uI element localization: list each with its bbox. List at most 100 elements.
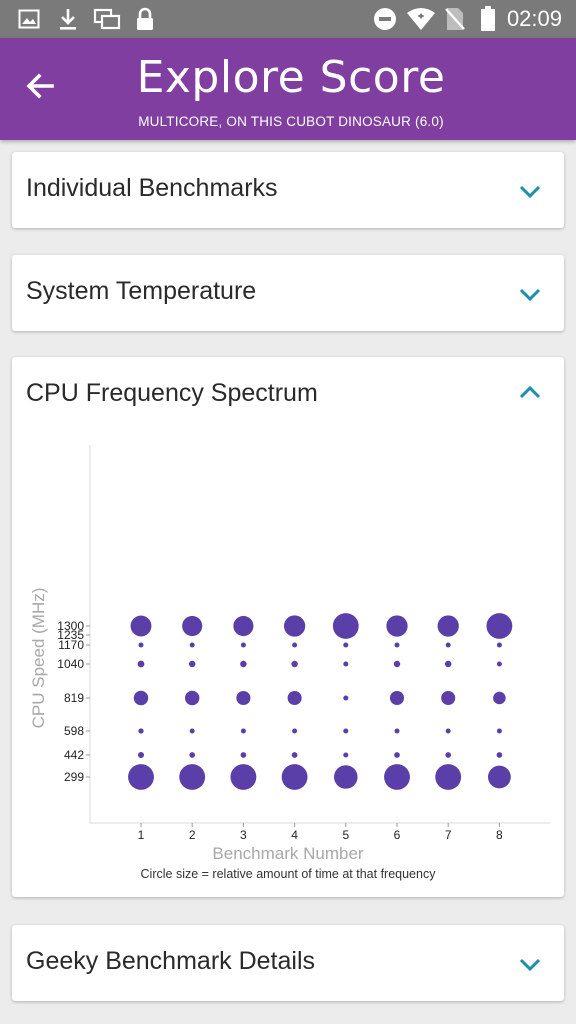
data-point (188, 660, 196, 668)
data-point (182, 615, 203, 637)
data-point (435, 764, 462, 790)
x-axis-label: Benchmark Number (212, 844, 364, 863)
chevron-up-icon (519, 385, 541, 399)
y-tick-label: 1235 (57, 628, 84, 642)
data-point (133, 690, 149, 706)
data-point (287, 690, 302, 706)
data-point (240, 728, 246, 734)
data-point (292, 728, 298, 734)
data-point (445, 728, 451, 734)
page-subtitle: MULTICORE, ON THIS CUBOT DINOSAUR (6.0) (138, 114, 444, 129)
section-header-cpu-frequency-spectrum[interactable]: CPU Frequency Spectrum (12, 357, 564, 433)
section-title: CPU Frequency Spectrum (26, 379, 318, 407)
data-point (393, 660, 401, 668)
x-tick-label: 5 (342, 828, 349, 842)
data-point (343, 752, 349, 758)
data-point (343, 728, 349, 734)
data-point (281, 764, 308, 790)
image-icon (14, 0, 44, 38)
data-point (334, 765, 358, 789)
status-bar: 02:09 (0, 0, 576, 38)
data-point (496, 661, 502, 667)
data-point (189, 728, 195, 734)
section-title: System Temperature (26, 277, 257, 305)
data-point (445, 752, 452, 758)
data-point (236, 690, 251, 706)
arrow-back-icon (26, 73, 54, 99)
y-tick-label: 299 (64, 770, 84, 784)
y-tick-label: 1040 (57, 657, 84, 671)
x-tick-label: 2 (189, 828, 196, 842)
y-tick-label: 1170 (58, 638, 84, 652)
data-point (441, 690, 456, 706)
app-bar: Explore Score MULTICORE, ON THIS CUBOT D… (0, 38, 576, 140)
x-tick-label: 7 (445, 828, 452, 842)
data-point (138, 728, 144, 734)
chevron-down-icon (519, 185, 541, 199)
y-tick-label: 598 (64, 724, 84, 738)
y-tick-label: 442 (64, 748, 84, 762)
data-point (444, 660, 452, 668)
data-point (230, 764, 257, 790)
page-title: Explore Score (136, 52, 446, 103)
section-system-temperature: System Temperature (12, 255, 564, 331)
data-point (291, 752, 298, 758)
data-point (240, 752, 247, 758)
data-point (389, 690, 405, 706)
data-point (137, 751, 145, 759)
data-point (189, 752, 196, 758)
cpu-frequency-chart: 299 442 598 819 1040 1170 1235 1300 1 2 3 4 5 6 7 8 CP… (12, 433, 564, 899)
data-point (128, 764, 154, 790)
section-geeky-benchmark-details: Geeky Benchmark Details (12, 925, 564, 1001)
chevron-down-icon (519, 288, 541, 302)
data-point (496, 752, 503, 758)
data-point (138, 642, 144, 648)
x-tick-label: 8 (496, 828, 503, 842)
download-icon (54, 0, 82, 38)
y-tick-label: 1300 (57, 619, 84, 633)
section-individual-benchmarks: Individual Benchmarks (12, 152, 564, 228)
data-point (179, 764, 206, 790)
data-point (394, 752, 400, 758)
section-title: Individual Benchmarks (26, 174, 278, 202)
data-point (332, 613, 359, 639)
x-tick-label: 6 (394, 828, 401, 842)
data-point (386, 615, 408, 637)
data-point (240, 642, 246, 648)
section-header-geeky-benchmark-details[interactable]: Geeky Benchmark Details (12, 925, 564, 1001)
data-point (394, 728, 400, 734)
data-point (496, 642, 502, 648)
do-not-disturb-icon (370, 0, 400, 38)
status-time: 02:09 (506, 6, 562, 31)
section-header-individual-benchmarks[interactable]: Individual Benchmarks (12, 152, 564, 228)
data-point (137, 660, 145, 668)
data-point (343, 642, 349, 648)
x-tick-label: 4 (291, 828, 298, 842)
section-header-system-temperature[interactable]: System Temperature (12, 255, 564, 331)
data-point (488, 765, 511, 789)
data-point (445, 642, 451, 648)
data-point (283, 615, 306, 637)
data-point (493, 691, 506, 705)
copy-icon (90, 0, 124, 38)
data-point (292, 642, 298, 648)
x-tick-label: 1 (138, 828, 145, 842)
y-axis-label: CPU Speed (MHz) (29, 588, 48, 729)
data-point (130, 615, 152, 637)
chevron-down-icon (519, 958, 541, 972)
data-point (384, 764, 410, 790)
data-point (184, 690, 200, 706)
y-tick-label: 819 (64, 691, 84, 705)
battery-icon (476, 0, 500, 38)
data-point (343, 695, 349, 701)
wifi-icon (404, 0, 438, 38)
data-point (189, 642, 195, 648)
section-cpu-frequency-spectrum: CPU Frequency Spectrum 299 442 598 819 1040 1… (12, 357, 564, 897)
back-button[interactable] (14, 60, 66, 112)
data-point (240, 660, 247, 668)
no-sim-icon (440, 0, 470, 38)
data-point (233, 615, 254, 637)
data-point (343, 661, 349, 667)
data-point (437, 615, 459, 637)
